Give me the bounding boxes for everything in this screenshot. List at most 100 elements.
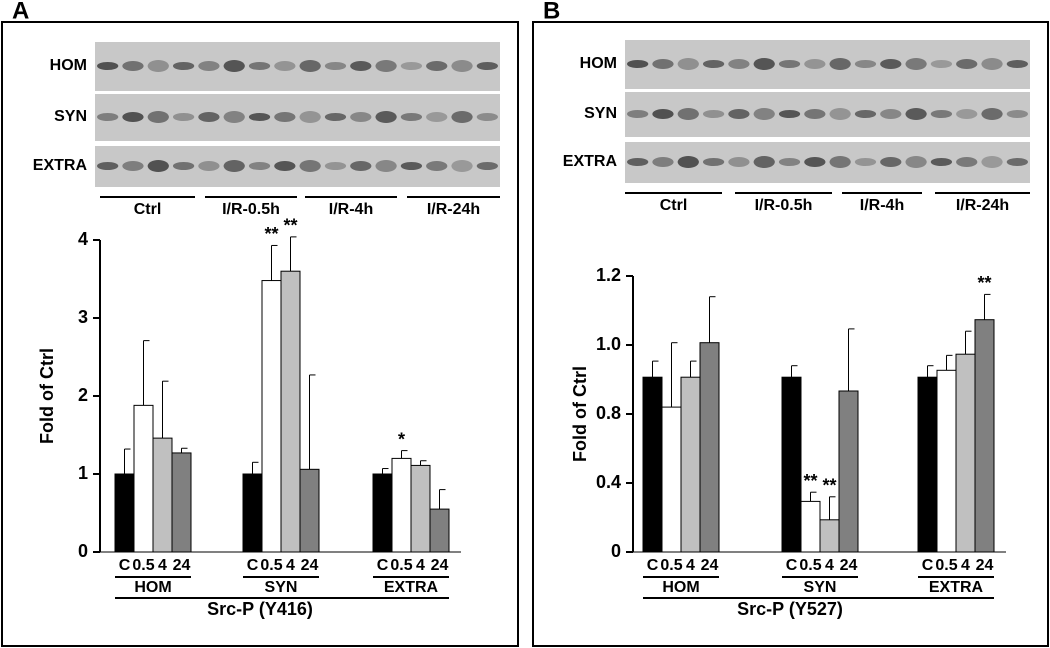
blot-band xyxy=(223,160,245,172)
blot-band xyxy=(930,158,953,166)
category-label: EXTRA xyxy=(929,579,984,596)
blot-band xyxy=(677,156,699,168)
error-bar xyxy=(848,328,855,391)
bar xyxy=(391,457,412,553)
blot-band xyxy=(147,111,169,123)
blot-band xyxy=(451,60,473,72)
blot-band xyxy=(400,162,423,170)
blot-band xyxy=(956,109,978,119)
bar xyxy=(299,468,320,553)
error-bar xyxy=(401,450,408,459)
blot-group-label: I/R-24h xyxy=(956,197,1009,214)
blot-band xyxy=(400,62,423,70)
blot-band xyxy=(198,61,220,71)
bar-tick-label: 24 xyxy=(840,557,858,574)
error-bar xyxy=(946,354,953,371)
bar-tick-label: 24 xyxy=(431,557,449,574)
blot-row-label: SYN xyxy=(584,105,617,122)
blot-band xyxy=(476,62,498,70)
bar-tick-label: 24 xyxy=(301,557,319,574)
blot-band xyxy=(652,109,674,119)
error-bar xyxy=(124,448,131,474)
bar-tick-label: 0.5 xyxy=(799,557,821,574)
blot-band xyxy=(147,160,169,172)
blot-row-label: EXTRA xyxy=(563,153,618,170)
blot-band xyxy=(702,110,725,118)
blot-band xyxy=(1006,158,1028,166)
blot-band xyxy=(375,60,397,72)
blot-band xyxy=(804,59,826,69)
error-bar xyxy=(252,461,259,474)
blot-band xyxy=(324,113,347,121)
bar xyxy=(699,342,720,553)
blot-band xyxy=(728,59,750,69)
error-bar xyxy=(271,244,278,281)
blot-band xyxy=(956,59,978,69)
bar xyxy=(242,473,263,553)
error-bar xyxy=(829,496,836,520)
blot-band xyxy=(627,110,649,118)
blot-band xyxy=(829,156,851,168)
blot-group-label: Ctrl xyxy=(134,201,162,218)
blot-band xyxy=(223,60,245,72)
panel-frame xyxy=(532,21,1049,647)
blot-band xyxy=(728,109,750,119)
blot-band xyxy=(677,108,699,120)
significance: ** xyxy=(283,216,297,236)
bar xyxy=(917,376,938,553)
blot-band xyxy=(956,157,978,167)
blot-group-label: Ctrl xyxy=(660,197,688,214)
error-bar xyxy=(927,365,934,378)
bar xyxy=(838,390,859,553)
category-label: SYN xyxy=(265,579,298,596)
bar xyxy=(261,280,282,553)
y-tick-label: 1 xyxy=(78,463,88,483)
blot-band xyxy=(97,162,119,170)
y-tick-label: 2 xyxy=(78,385,88,405)
y-tick-label: 0 xyxy=(611,541,621,561)
blot-band xyxy=(905,58,927,70)
blot-band xyxy=(1006,110,1028,118)
blot-band xyxy=(248,62,271,70)
blot-band xyxy=(880,109,902,119)
bar-tick-label: 4 xyxy=(961,557,970,574)
bar xyxy=(280,270,301,553)
blot-band xyxy=(248,162,271,170)
blot-band xyxy=(778,158,801,166)
blot-band xyxy=(274,112,296,122)
blot-band xyxy=(172,62,195,70)
error-bar xyxy=(690,360,697,378)
blot-band xyxy=(350,112,372,122)
bar-tick-label: C xyxy=(647,557,659,574)
blot-group-label: I/R-24h xyxy=(427,201,480,218)
blot-band xyxy=(652,59,674,69)
blot-band xyxy=(172,162,195,170)
blot-band xyxy=(854,60,877,68)
blot-row-label: HOM xyxy=(50,57,87,74)
blot-band xyxy=(122,112,144,122)
blot-band xyxy=(1006,60,1028,68)
error-bar xyxy=(181,447,188,453)
y-tick-label: 1.0 xyxy=(596,334,621,354)
bar xyxy=(114,473,135,553)
blot-band xyxy=(274,61,296,71)
error-bar xyxy=(439,489,446,510)
bar-tick-label: 0.5 xyxy=(260,557,282,574)
bar xyxy=(133,404,154,553)
blot-band xyxy=(274,161,296,171)
error-bar xyxy=(791,365,798,378)
significance: ** xyxy=(264,224,278,244)
error-bar xyxy=(143,340,150,406)
y-tick-label: 0.8 xyxy=(596,403,621,423)
blot-band xyxy=(299,160,321,172)
blot-group-label: I/R-4h xyxy=(860,197,904,214)
error-bar xyxy=(810,491,817,502)
bar xyxy=(680,376,701,553)
bar-tick-label: C xyxy=(119,557,131,574)
bar xyxy=(152,437,173,553)
blot-band xyxy=(350,161,372,171)
blot-band xyxy=(122,61,144,71)
blot-band xyxy=(198,161,220,171)
bar-tick-label: C xyxy=(922,557,934,574)
blot-band xyxy=(248,113,271,121)
